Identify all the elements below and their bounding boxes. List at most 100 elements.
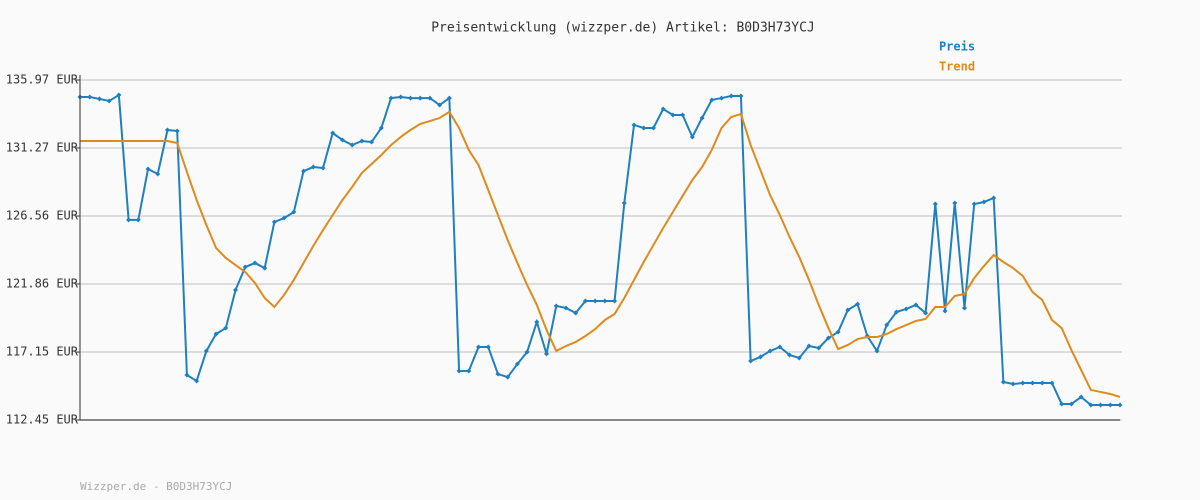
point-marker bbox=[476, 344, 482, 350]
point-marker bbox=[660, 106, 666, 112]
point-marker bbox=[301, 168, 307, 174]
point-marker bbox=[87, 94, 93, 100]
point-marker bbox=[495, 371, 501, 377]
point-marker bbox=[961, 305, 967, 311]
point-marker bbox=[164, 127, 170, 133]
point-marker bbox=[718, 95, 724, 101]
point-marker bbox=[242, 264, 248, 270]
point-marker bbox=[446, 95, 452, 101]
point-marker bbox=[1098, 402, 1104, 408]
point-marker bbox=[252, 260, 258, 266]
point-marker bbox=[738, 93, 744, 99]
point-marker bbox=[427, 95, 433, 101]
point-marker bbox=[369, 139, 375, 145]
y-tick-label: 117.15 EUR bbox=[6, 345, 79, 359]
point-marker bbox=[398, 94, 404, 100]
point-marker bbox=[466, 368, 472, 374]
point-marker bbox=[699, 115, 705, 121]
point-marker bbox=[893, 309, 899, 315]
point-marker bbox=[952, 200, 958, 206]
point-marker bbox=[787, 352, 793, 358]
point-marker bbox=[777, 344, 783, 350]
point-marker bbox=[145, 166, 151, 172]
chart-title: Preisentwicklung (wizzper.de) Artikel: B… bbox=[431, 21, 815, 36]
point-marker bbox=[689, 134, 695, 140]
point-marker bbox=[1078, 394, 1084, 400]
point-marker bbox=[1039, 380, 1045, 386]
point-marker bbox=[563, 305, 569, 311]
point-marker bbox=[339, 137, 345, 143]
point-marker bbox=[291, 209, 297, 215]
point-marker bbox=[281, 215, 287, 221]
point-marker bbox=[1107, 402, 1113, 408]
point-marker bbox=[573, 310, 579, 316]
point-marker bbox=[184, 372, 190, 378]
point-marker bbox=[1020, 380, 1026, 386]
point-marker bbox=[213, 331, 219, 337]
point-marker bbox=[174, 128, 180, 134]
point-marker bbox=[320, 165, 326, 171]
point-marker bbox=[203, 348, 209, 354]
footer: Wizzper.de - B0D3H73YCJ bbox=[80, 480, 232, 493]
point-marker bbox=[748, 358, 754, 364]
point-marker bbox=[194, 378, 200, 384]
point-marker bbox=[845, 307, 851, 313]
y-tick-label: 131.27 EUR bbox=[6, 140, 79, 154]
point-marker bbox=[1117, 402, 1123, 408]
y-tick-label: 126.56 EUR bbox=[6, 209, 79, 223]
point-marker bbox=[330, 130, 336, 136]
y-tick-label: 112.45 EUR bbox=[6, 413, 79, 427]
point-marker bbox=[388, 95, 394, 101]
point-marker bbox=[796, 355, 802, 361]
point-marker bbox=[407, 95, 413, 101]
point-marker bbox=[757, 354, 763, 360]
series-line bbox=[80, 110, 1121, 398]
point-marker bbox=[514, 361, 520, 367]
point-marker bbox=[680, 112, 686, 118]
point-marker bbox=[1010, 381, 1016, 387]
point-marker bbox=[767, 348, 773, 354]
point-marker bbox=[932, 201, 938, 207]
point-marker bbox=[806, 343, 812, 349]
point-marker bbox=[1049, 380, 1055, 386]
point-marker bbox=[971, 201, 977, 207]
point-marker bbox=[903, 306, 909, 312]
point-marker bbox=[378, 125, 384, 131]
point-marker bbox=[106, 98, 112, 104]
point-marker bbox=[621, 200, 627, 206]
point-marker bbox=[825, 335, 831, 341]
point-marker bbox=[816, 345, 822, 351]
point-marker bbox=[485, 344, 491, 350]
point-marker bbox=[602, 298, 608, 304]
point-marker bbox=[650, 125, 656, 131]
point-marker bbox=[855, 301, 861, 307]
point-marker bbox=[1088, 402, 1094, 408]
point-marker bbox=[456, 368, 462, 374]
point-marker bbox=[271, 219, 277, 225]
point-marker bbox=[1068, 401, 1074, 407]
point-marker bbox=[991, 195, 997, 201]
point-marker bbox=[1059, 401, 1065, 407]
point-marker bbox=[913, 302, 919, 308]
point-marker bbox=[553, 303, 559, 309]
point-marker bbox=[262, 265, 268, 271]
point-marker bbox=[884, 322, 890, 328]
point-marker bbox=[233, 287, 239, 293]
legend-label: Trend bbox=[939, 60, 975, 74]
point-marker bbox=[981, 199, 987, 205]
legend-label: Preis bbox=[939, 40, 975, 54]
point-marker bbox=[835, 329, 841, 335]
point-marker bbox=[524, 349, 530, 355]
point-marker bbox=[612, 298, 618, 304]
point-marker bbox=[310, 164, 316, 170]
point-marker bbox=[349, 142, 355, 148]
point-marker bbox=[544, 351, 550, 357]
point-marker bbox=[437, 102, 443, 108]
y-tick-label: 135.97 EUR bbox=[6, 73, 79, 87]
point-marker bbox=[641, 125, 647, 131]
point-marker bbox=[155, 171, 161, 177]
point-marker bbox=[534, 319, 540, 325]
point-marker bbox=[592, 298, 598, 304]
point-marker bbox=[1030, 380, 1036, 386]
